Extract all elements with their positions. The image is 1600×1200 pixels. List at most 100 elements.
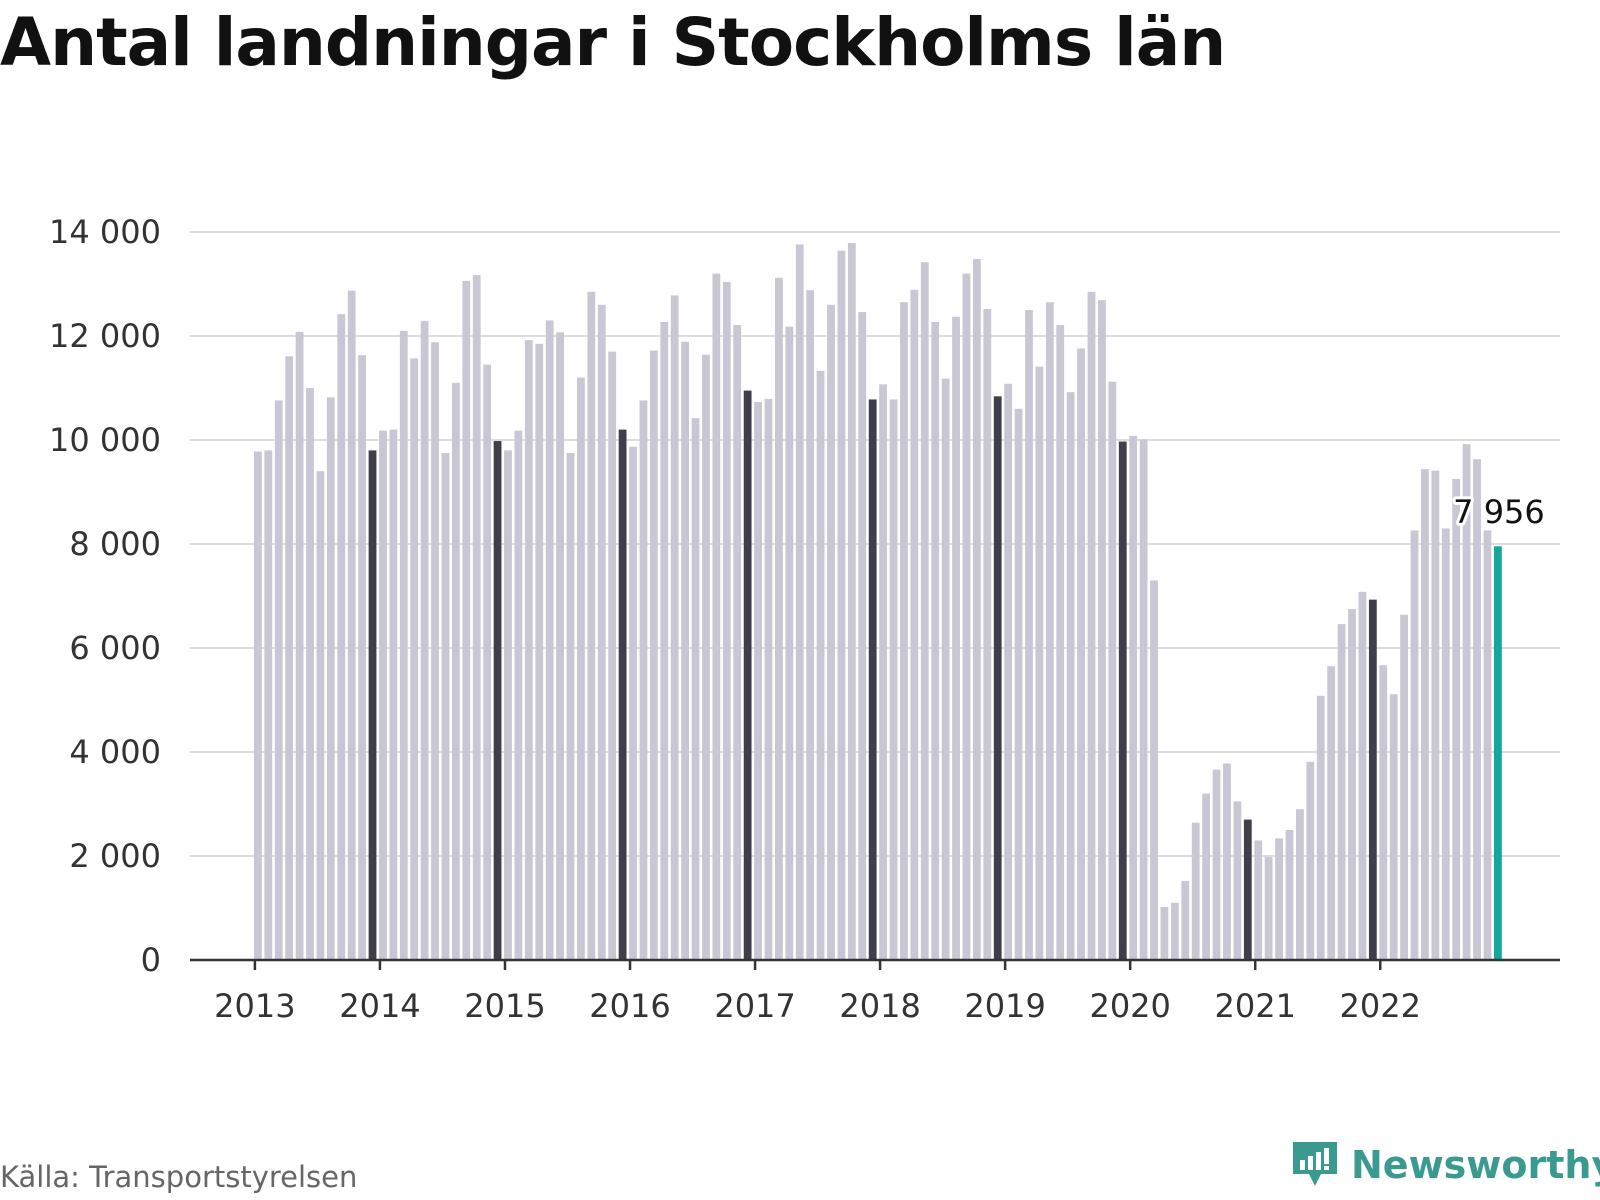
bar bbox=[743, 390, 752, 961]
bar bbox=[1441, 528, 1450, 960]
bar bbox=[910, 289, 919, 961]
bar bbox=[1160, 906, 1169, 960]
bar bbox=[535, 343, 544, 960]
bar bbox=[306, 388, 314, 960]
y-tick-label: 14 000 bbox=[49, 213, 161, 251]
bar bbox=[754, 402, 762, 960]
bar bbox=[431, 342, 439, 960]
bar bbox=[504, 450, 512, 960]
bar bbox=[399, 330, 408, 960]
bar bbox=[597, 304, 606, 960]
bar bbox=[670, 295, 679, 960]
bar bbox=[889, 399, 898, 960]
bar bbox=[952, 316, 960, 960]
y-axis-ticks: 0 2 000 4 000 6 000 8 000 10 000 12 000 14 000 bbox=[49, 213, 161, 979]
bar bbox=[972, 259, 981, 960]
chart-title: Antal landningar i Stockholms län bbox=[0, 4, 1226, 81]
data-labels: 7 956 bbox=[1450, 490, 1548, 534]
bar bbox=[1212, 769, 1221, 960]
bar bbox=[1014, 408, 1023, 960]
bar bbox=[1025, 310, 1033, 960]
bar bbox=[649, 350, 658, 960]
x-tick-label: 2013 bbox=[214, 987, 295, 1025]
bar bbox=[660, 321, 669, 961]
bar bbox=[1129, 435, 1138, 961]
bar bbox=[1358, 591, 1367, 960]
bar bbox=[1462, 444, 1471, 960]
x-axis-ticks: 2013 2014 2015 2016 2017 2018 2019 2020 2021 2022 bbox=[214, 960, 1421, 1025]
bar bbox=[462, 280, 471, 960]
bar bbox=[587, 291, 596, 960]
bar bbox=[420, 320, 429, 960]
bar bbox=[1223, 763, 1231, 960]
bar bbox=[681, 341, 690, 961]
bar bbox=[618, 429, 627, 961]
x-tick-label: 2016 bbox=[589, 987, 670, 1025]
x-tick-label: 2019 bbox=[964, 987, 1045, 1025]
bar bbox=[629, 446, 637, 960]
bar bbox=[514, 430, 523, 960]
bar bbox=[368, 450, 377, 960]
bar bbox=[1306, 761, 1315, 960]
bar bbox=[1493, 546, 1502, 960]
bar bbox=[347, 290, 356, 960]
bar bbox=[722, 281, 731, 960]
bar bbox=[1077, 348, 1085, 961]
bar bbox=[775, 277, 783, 960]
bar bbox=[983, 308, 992, 961]
bar bbox=[712, 273, 721, 961]
last-value-label: 7 956 bbox=[1453, 493, 1545, 531]
bar bbox=[379, 430, 387, 960]
bar bbox=[1181, 880, 1190, 960]
bar bbox=[524, 340, 533, 960]
bar bbox=[1337, 624, 1346, 960]
bar bbox=[993, 396, 1002, 960]
bar bbox=[1275, 838, 1283, 960]
bar bbox=[1191, 822, 1200, 960]
bar bbox=[639, 400, 648, 961]
bar bbox=[962, 273, 971, 961]
bar bbox=[493, 441, 502, 960]
y-tick-label: 2 000 bbox=[69, 837, 161, 875]
bar bbox=[608, 351, 617, 961]
bar bbox=[566, 453, 575, 960]
bar bbox=[410, 358, 419, 960]
bar bbox=[285, 356, 294, 960]
bar bbox=[1473, 459, 1481, 960]
bar bbox=[451, 382, 460, 960]
bar bbox=[389, 429, 398, 961]
bar bbox=[1410, 530, 1419, 960]
x-tick-label: 2018 bbox=[839, 987, 920, 1025]
x-tick-label: 2020 bbox=[1089, 987, 1170, 1025]
bar bbox=[941, 378, 950, 960]
source-note: Källa: Transportstyrelsen bbox=[0, 1160, 358, 1194]
bars bbox=[254, 242, 1502, 961]
bar bbox=[847, 242, 856, 961]
bar bbox=[1483, 530, 1492, 960]
bar bbox=[1045, 302, 1054, 960]
bar bbox=[691, 418, 700, 960]
bar bbox=[702, 354, 710, 961]
bar bbox=[1452, 479, 1461, 960]
y-tick-label: 8 000 bbox=[69, 525, 161, 563]
bar bbox=[1285, 830, 1294, 960]
bar bbox=[920, 262, 929, 960]
bar bbox=[858, 312, 867, 961]
bar bbox=[1202, 793, 1211, 960]
bar bbox=[868, 399, 877, 960]
bar bbox=[1348, 609, 1356, 960]
bar bbox=[1139, 439, 1148, 961]
bar bbox=[1368, 599, 1377, 960]
bar bbox=[733, 325, 742, 961]
y-tick-label: 10 000 bbox=[49, 421, 161, 459]
bar bbox=[1296, 809, 1304, 960]
bar bbox=[441, 453, 450, 960]
bar bbox=[326, 397, 335, 960]
bar bbox=[1056, 325, 1065, 961]
x-tick-label: 2014 bbox=[339, 987, 420, 1025]
bar bbox=[1431, 470, 1440, 960]
bar bbox=[264, 450, 273, 960]
bar bbox=[1316, 695, 1325, 960]
bar bbox=[900, 302, 908, 960]
